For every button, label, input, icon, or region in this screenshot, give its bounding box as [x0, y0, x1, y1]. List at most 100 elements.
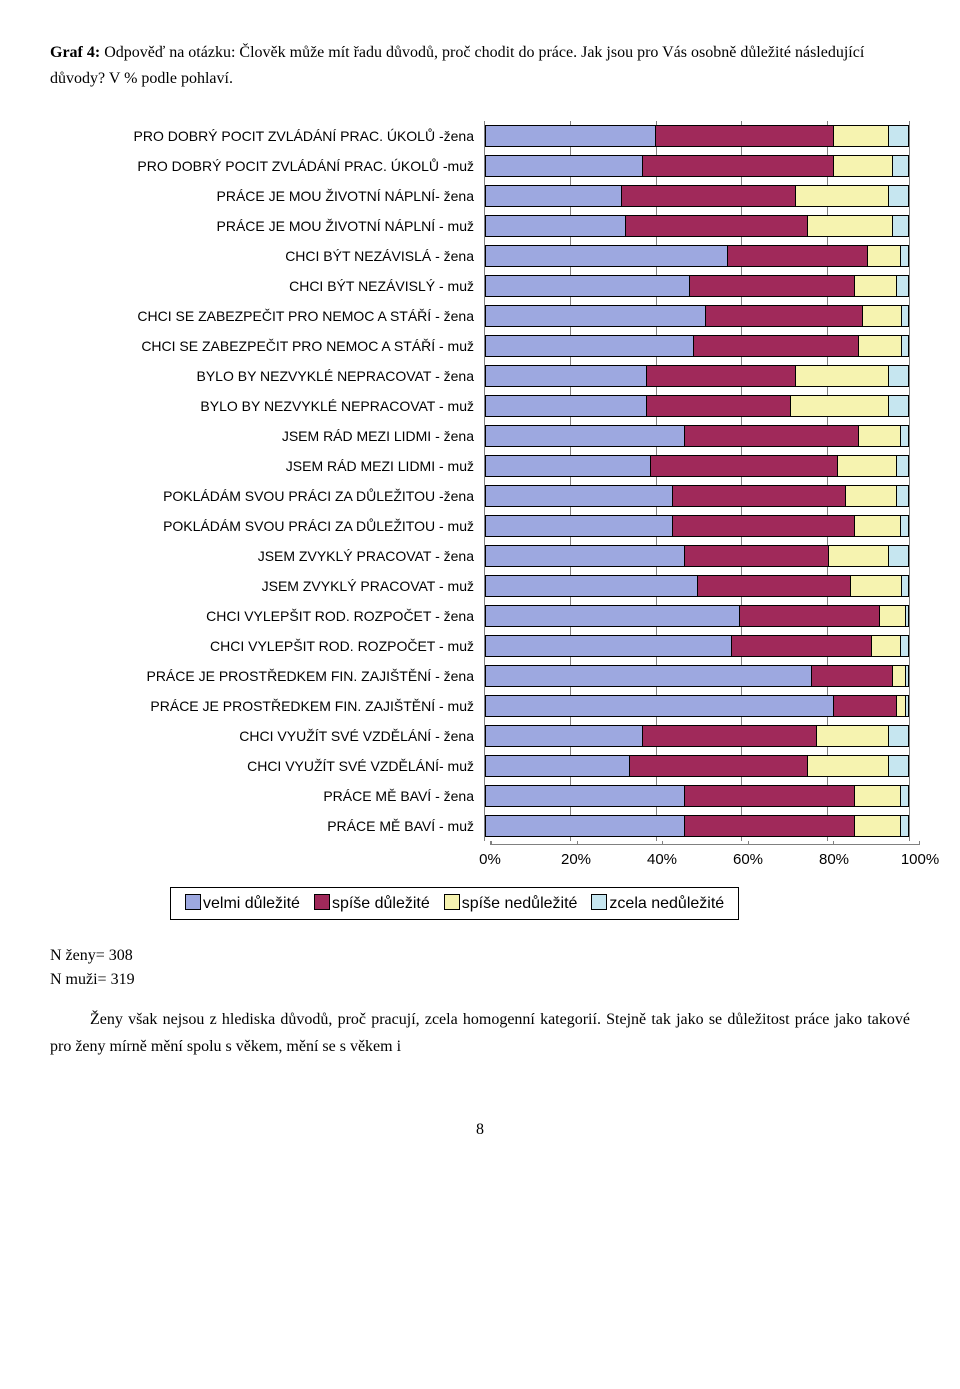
- x-ticks: 0% 20% 40% 60% 80% 100%: [490, 845, 920, 875]
- bar-segment: [485, 755, 629, 777]
- row-label: CHCI VYUŽÍT SVÉ VZDĚLÁNÍ- muž: [50, 758, 484, 774]
- body-paragraph: Ženy však nejsou z hlediska důvodů, proč…: [50, 1006, 910, 1060]
- row-label: PRÁCE MĚ BAVÍ - žena: [50, 788, 484, 804]
- bar-segment: [896, 695, 904, 717]
- bar-segment: [727, 245, 867, 267]
- stacked-bar: [485, 245, 909, 267]
- legend-item: zcela nedůležité: [591, 894, 724, 913]
- chart-row: CHCI VYLEPŠIT ROD. ROZPOČET - muž: [50, 631, 910, 661]
- xtick: 60%: [733, 851, 763, 868]
- bar-wrap: [484, 781, 910, 811]
- stacked-bar: [485, 485, 909, 507]
- bar-segment: [871, 635, 901, 657]
- bar-segment: [485, 275, 689, 297]
- row-label: PRO DOBRÝ POCIT ZVLÁDÁNÍ PRAC. ÚKOLŮ -že…: [50, 128, 484, 144]
- chart-row: CHCI BÝT NEZÁVISLÝ - muž: [50, 271, 910, 301]
- xtick: 0%: [479, 851, 501, 868]
- bar-segment: [837, 455, 896, 477]
- bar-segment: [684, 545, 828, 567]
- row-label: POKLÁDÁM SVOU PRÁCI ZA DŮLEŽITOU -žena: [50, 488, 484, 504]
- swatch-icon: [314, 894, 330, 910]
- page-number: 8: [50, 1121, 910, 1139]
- bar-segment: [888, 545, 909, 567]
- chart-row: CHCI SE ZABEZPEČIT PRO NEMOC A STÁŘÍ - ž…: [50, 301, 910, 331]
- bar-wrap: [484, 391, 910, 421]
- bar-segment: [795, 185, 888, 207]
- bar-segment: [900, 425, 908, 447]
- stacked-bar: [485, 545, 909, 567]
- row-label: BYLO BY NEZVYKLÉ NEPRACOVAT - žena: [50, 368, 484, 384]
- stacked-bar: [485, 605, 909, 627]
- bar-segment: [485, 155, 642, 177]
- bar-segment: [833, 695, 897, 717]
- stacked-bar: [485, 725, 909, 747]
- bar-segment: [905, 695, 909, 717]
- bar-wrap: [484, 361, 910, 391]
- bar-segment: [485, 785, 684, 807]
- n-men: N muži= 319: [50, 968, 910, 992]
- bar-segment: [833, 125, 888, 147]
- bar-wrap: [484, 751, 910, 781]
- bar-wrap: [484, 721, 910, 751]
- chart-row: POKLÁDÁM SVOU PRÁCI ZA DŮLEŽITOU - muž: [50, 511, 910, 541]
- chart-row: PRO DOBRÝ POCIT ZVLÁDÁNÍ PRAC. ÚKOLŮ -mu…: [50, 151, 910, 181]
- row-label: JSEM ZVYKLÝ PRACOVAT - žena: [50, 548, 484, 564]
- legend-item: spíše důležité: [314, 894, 430, 913]
- stacked-bar: [485, 185, 909, 207]
- bar-wrap: [484, 271, 910, 301]
- bar-segment: [485, 485, 672, 507]
- legend-item: spíše nedůležité: [444, 894, 578, 913]
- sample-sizes: N ženy= 308 N muži= 319: [50, 944, 910, 992]
- chart-row: POKLÁDÁM SVOU PRÁCI ZA DŮLEŽITOU -žena: [50, 481, 910, 511]
- bar-segment: [625, 215, 807, 237]
- stacked-bar: [485, 785, 909, 807]
- legend: velmi důležité spíše důležité spíše nedů…: [170, 887, 739, 920]
- xtick: 80%: [819, 851, 849, 868]
- bar-wrap: [484, 601, 910, 631]
- bar-segment: [485, 605, 739, 627]
- bar-segment: [892, 155, 909, 177]
- row-label: CHCI BÝT NEZÁVISLÁ - žena: [50, 248, 484, 264]
- bar-segment: [795, 365, 888, 387]
- bar-segment: [642, 155, 833, 177]
- bar-segment: [655, 125, 833, 147]
- bar-segment: [901, 335, 909, 357]
- stacked-bar: [485, 515, 909, 537]
- bar-segment: [650, 455, 837, 477]
- bar-segment: [684, 785, 854, 807]
- stacked-bar: [485, 125, 909, 147]
- stacked-bar: [485, 365, 909, 387]
- bar-segment: [900, 515, 908, 537]
- bar-segment: [485, 245, 727, 267]
- bar-segment: [858, 335, 900, 357]
- chart-row: JSEM ZVYKLÝ PRACOVAT - muž: [50, 571, 910, 601]
- stacked-bar: [485, 395, 909, 417]
- bar-segment: [646, 365, 794, 387]
- bar-segment: [485, 635, 731, 657]
- xtick: 100%: [901, 851, 939, 868]
- bar-segment: [900, 635, 908, 657]
- bar-segment: [485, 545, 684, 567]
- bar-wrap: [484, 211, 910, 241]
- bar-segment: [485, 815, 684, 837]
- legend-item: velmi důležité: [185, 894, 300, 913]
- bar-segment: [888, 755, 909, 777]
- chart-row: JSEM ZVYKLÝ PRACOVAT - žena: [50, 541, 910, 571]
- bar-segment: [888, 725, 909, 747]
- bar-segment: [896, 275, 909, 297]
- bar-segment: [646, 395, 790, 417]
- bar-segment: [892, 215, 909, 237]
- chart-row: PRÁCE JE PROSTŘEDKEM FIN. ZAJIŠTĚNÍ - mu…: [50, 691, 910, 721]
- row-label: CHCI VYLEPŠIT ROD. ROZPOČET - žena: [50, 608, 484, 624]
- row-label: CHCI BÝT NEZÁVISLÝ - muž: [50, 278, 484, 294]
- bar-wrap: [484, 511, 910, 541]
- bar-segment: [854, 515, 901, 537]
- bar-segment: [896, 455, 909, 477]
- chart: PRO DOBRÝ POCIT ZVLÁDÁNÍ PRAC. ÚKOLŮ -že…: [50, 121, 910, 920]
- row-label: CHCI SE ZABEZPEČIT PRO NEMOC A STÁŘÍ - m…: [50, 338, 484, 354]
- xtick: 40%: [647, 851, 677, 868]
- bar-wrap: [484, 571, 910, 601]
- bar-segment: [845, 485, 896, 507]
- swatch-icon: [591, 894, 607, 910]
- row-label: PRÁCE JE MOU ŽIVOTNÍ NÁPLNÍ - muž: [50, 218, 484, 234]
